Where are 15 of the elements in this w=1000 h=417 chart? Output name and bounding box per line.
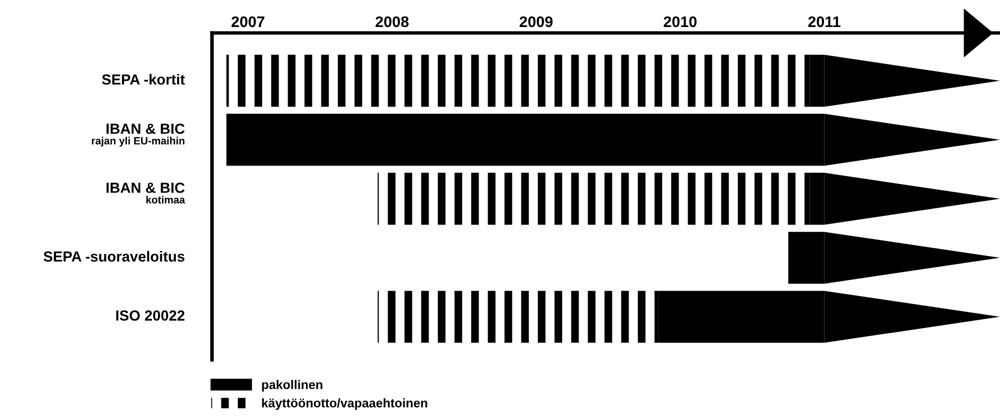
x-tick-label: 2007	[232, 16, 264, 28]
bar	[378, 290, 659, 343]
x-tick-label: 2008	[376, 16, 409, 28]
bar	[378, 172, 810, 225]
y-tick-label: IBAN & BIC rajan yli EU-maihin	[92, 124, 185, 147]
y-tick-label: IBAN & BIC kotimaa	[106, 182, 186, 204]
y-tick-label: SEPA -suoraveloitus	[44, 250, 184, 262]
bar	[226, 54, 810, 107]
x-tick-label: 2009	[520, 16, 553, 28]
y-tick-label: ISO 20022	[116, 310, 184, 321]
y-tick-label: SEPA -kortit	[102, 74, 185, 85]
x-tick-label: 2010	[664, 16, 697, 28]
legend-label: käyttöönotto/vapaaehtoinen	[262, 398, 428, 410]
legend-label: pakollinen	[262, 380, 322, 392]
x-tick-label: 2011	[808, 16, 840, 28]
